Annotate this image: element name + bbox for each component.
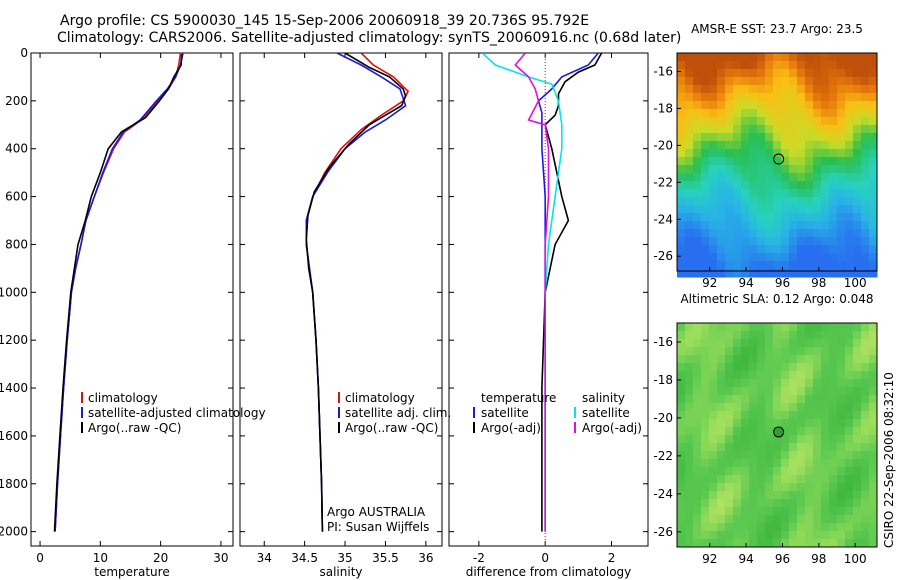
credit-text: CSIRO 22-Sep-2006 08:32:10 [882,372,896,548]
title-line-2: Climatology: CARS2006. Satellite-adjuste… [57,30,682,46]
title-line-1: Argo profile: CS 5900030_145 15-Sep-2006… [60,13,590,29]
